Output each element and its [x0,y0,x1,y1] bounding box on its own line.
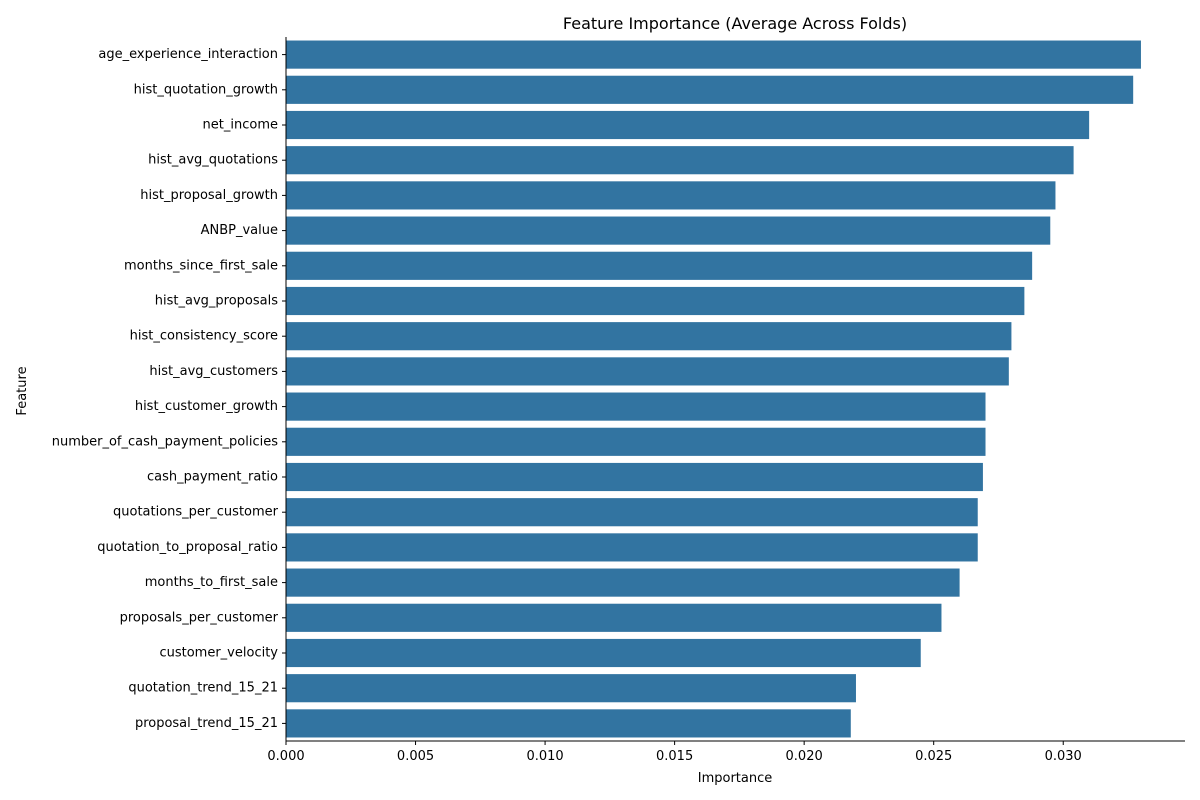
bar-net_income [286,110,1090,140]
y-tick-label: net_income [203,118,278,133]
bar-proposal_trend_15_21 [286,709,851,738]
bar-cash_payment_ratio [286,462,983,492]
bar-quotation_to_proposal_ratio [286,533,978,562]
y-tick-label: hist_quotation_growth [134,82,278,97]
y-tick-label: proposals_per_customer [120,610,279,625]
y-tick-label: ANBP_value [201,223,278,238]
y-tick-label: hist_consistency_score [130,329,278,344]
y-tick-label: proposal_trend_15_21 [135,716,278,731]
bar-hist_proposal_growth [286,181,1056,210]
bar-quotation_trend_15_21 [286,674,856,703]
y-tick-label: hist_avg_proposals [155,294,278,309]
y-tick-label: quotations_per_customer [113,505,279,520]
x-tick-label: 0.010 [526,749,563,764]
y-tick-label: months_to_first_sale [145,575,278,590]
bar-hist_avg_customers [286,357,1009,386]
x-tick-label: 0.030 [1045,749,1082,764]
y-tick-label: months_since_first_sale [124,258,278,273]
bar-months_to_first_sale [286,568,960,597]
x-tick-label: 0.005 [397,749,434,764]
bars-group [286,40,1141,738]
x-tick-label: 0.025 [915,749,952,764]
bar-proposals_per_customer [286,603,942,632]
bar-hist_avg_quotations [286,146,1074,175]
x-axis-label: Importance [698,771,773,786]
y-tick-label: hist_avg_customers [149,364,278,379]
bar-hist_avg_proposals [286,286,1025,316]
bar-months_since_first_sale [286,251,1033,280]
bar-hist_quotation_growth [286,75,1134,104]
y-tick-label: number_of_cash_payment_policies [52,434,278,449]
bar-customer_velocity [286,638,921,668]
y-tick-label: hist_proposal_growth [140,188,278,203]
y-tick-label: quotation_to_proposal_ratio [97,540,278,555]
bar-ANBP_value [286,216,1051,245]
x-tick-label: 0.015 [656,749,693,764]
y-tick-label: hist_avg_quotations [148,153,278,168]
x-axis-ticks: 0.000 0.005 0.010 0.015 0.020 0.025 0.030 [267,741,1082,764]
y-axis-ticks: age_experience_interaction hist_quotation… [52,47,286,731]
y-tick-label: age_experience_interaction [98,47,278,62]
chart-title: Feature Importance (Average Across Folds… [563,14,907,33]
y-tick-label: customer_velocity [159,646,278,661]
x-tick-label: 0.020 [786,749,823,764]
bar-age_experience_interaction [286,40,1141,69]
bar-number_of_cash_payment_policies [286,427,986,456]
y-tick-label: hist_customer_growth [135,399,278,414]
bar-hist_consistency_score [286,322,1012,351]
x-tick-label: 0.000 [267,749,304,764]
y-axis-label: Feature [15,366,30,415]
bar-quotations_per_customer [286,498,978,527]
y-tick-label: quotation_trend_15_21 [128,681,278,696]
bar-hist_customer_growth [286,392,986,421]
y-tick-label: cash_payment_ratio [147,470,278,485]
